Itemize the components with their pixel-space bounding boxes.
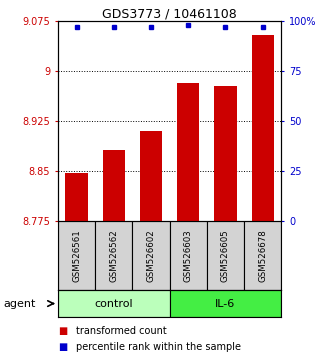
Bar [244, 221, 281, 290]
Bar [65, 173, 88, 221]
Text: GSM526561: GSM526561 [72, 229, 81, 282]
Bar [132, 221, 169, 290]
Bar [58, 221, 95, 290]
Text: GSM526605: GSM526605 [221, 229, 230, 282]
Text: transformed count: transformed count [76, 326, 167, 336]
Bar [58, 290, 169, 317]
Text: GSM526602: GSM526602 [147, 229, 156, 282]
Bar [214, 86, 237, 221]
Text: GSM526562: GSM526562 [109, 229, 118, 282]
Bar [169, 221, 207, 290]
Text: control: control [94, 298, 133, 309]
Bar [95, 221, 132, 290]
Text: percentile rank within the sample: percentile rank within the sample [76, 342, 241, 352]
Text: agent: agent [3, 298, 36, 309]
Bar [169, 290, 281, 317]
Bar [252, 35, 274, 221]
Bar [103, 150, 125, 221]
Text: ■: ■ [58, 342, 67, 352]
Bar [177, 83, 199, 221]
Text: GSM526678: GSM526678 [258, 229, 267, 282]
Text: GSM526603: GSM526603 [184, 229, 193, 282]
Text: ■: ■ [58, 326, 67, 336]
Text: IL-6: IL-6 [215, 298, 236, 309]
Title: GDS3773 / 10461108: GDS3773 / 10461108 [102, 7, 237, 20]
Bar [207, 221, 244, 290]
Bar [140, 131, 162, 221]
